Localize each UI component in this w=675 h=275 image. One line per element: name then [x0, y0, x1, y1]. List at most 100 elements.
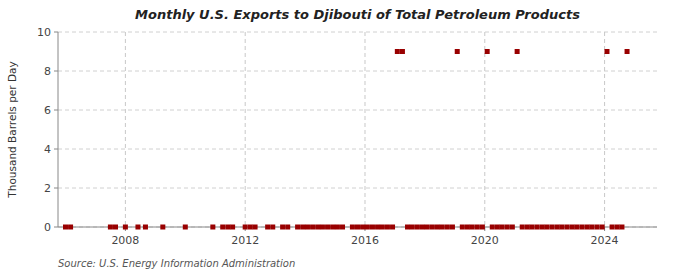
point: [160, 225, 165, 230]
point: [520, 225, 525, 230]
x-grid-line: [364, 32, 365, 227]
x-grid-line: [604, 32, 605, 227]
point: [400, 49, 405, 54]
point: [68, 225, 73, 230]
point: [540, 225, 545, 230]
point: [270, 225, 275, 230]
point: [440, 225, 445, 230]
point: [500, 225, 505, 230]
point: [490, 225, 495, 230]
point: [310, 225, 315, 230]
x-grid-line: [125, 32, 126, 227]
point: [395, 49, 400, 54]
point: [619, 225, 624, 230]
point: [470, 225, 475, 230]
point: [595, 225, 600, 230]
point: [445, 225, 450, 230]
x-tick-label: 2024: [591, 234, 619, 247]
point: [390, 225, 395, 230]
point: [545, 225, 550, 230]
point: [460, 225, 465, 230]
point: [565, 225, 570, 230]
y-grid-line: [58, 32, 657, 33]
point: [610, 225, 615, 230]
y-tick-label: 2: [44, 182, 51, 195]
point: [265, 225, 270, 230]
y-tick-label: 8: [44, 65, 51, 78]
point: [375, 225, 380, 230]
point: [475, 225, 480, 230]
point: [355, 225, 360, 230]
point: [560, 225, 565, 230]
point: [135, 225, 140, 230]
point: [108, 225, 113, 230]
point: [505, 225, 510, 230]
y-tick: [54, 32, 58, 33]
point: [535, 225, 540, 230]
point: [415, 225, 420, 230]
point: [465, 225, 470, 230]
point: [285, 225, 290, 230]
point: [450, 225, 455, 230]
y-grid-line: [58, 71, 657, 72]
point: [420, 225, 425, 230]
point: [625, 49, 630, 54]
point: [230, 225, 235, 230]
point: [410, 225, 415, 230]
point: [495, 225, 500, 230]
point: [225, 225, 230, 230]
x-grid-line: [484, 32, 485, 227]
x-tick-label: 2020: [471, 234, 499, 247]
point: [305, 225, 310, 230]
point: [405, 225, 410, 230]
point: [615, 225, 620, 230]
point: [600, 225, 605, 230]
x-tick-label: 2012: [231, 234, 259, 247]
point: [604, 49, 609, 54]
point: [430, 225, 435, 230]
y-tick-label: 4: [44, 143, 51, 156]
grid: [58, 32, 657, 227]
point: [365, 225, 370, 230]
y-grid-line: [58, 149, 657, 150]
y-grid-line: [58, 188, 657, 189]
point: [380, 225, 385, 230]
y-tick-label: 0: [44, 221, 51, 234]
point: [340, 225, 345, 230]
point: [385, 225, 390, 230]
point: [335, 225, 340, 230]
point: [325, 225, 330, 230]
point: [370, 225, 375, 230]
y-tick-label: 10: [37, 26, 51, 39]
y-tick: [54, 227, 58, 228]
point: [243, 225, 248, 230]
point: [580, 225, 585, 230]
point: [280, 225, 285, 230]
point: [320, 225, 325, 230]
point: [570, 225, 575, 230]
y-tick: [54, 149, 58, 150]
y-axis-line: [58, 32, 59, 227]
point: [183, 225, 188, 230]
point: [300, 225, 305, 230]
point: [530, 225, 535, 230]
y-tick: [54, 188, 58, 189]
point: [590, 225, 595, 230]
x-grid-line: [245, 32, 246, 227]
point: [510, 225, 515, 230]
point: [123, 225, 128, 230]
points: [63, 49, 630, 230]
chart: 024681020082012201620202024Monthly U.S. …: [0, 0, 675, 275]
point: [515, 49, 520, 54]
point: [555, 225, 560, 230]
y-tick-label: 6: [44, 104, 51, 117]
point: [585, 225, 590, 230]
title: Monthly U.S. Exports to Djibouti of Tota…: [135, 7, 580, 22]
y-tick: [54, 71, 58, 72]
point: [63, 225, 68, 230]
background: [0, 0, 675, 275]
point: [575, 225, 580, 230]
point: [350, 225, 355, 230]
point: [220, 225, 225, 230]
x-tick-label: 2008: [111, 234, 139, 247]
